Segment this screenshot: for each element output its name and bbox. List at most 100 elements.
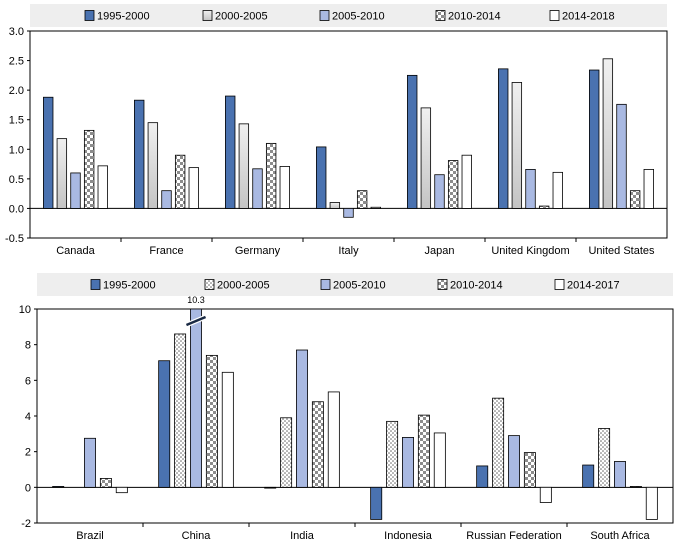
bar xyxy=(174,154,186,209)
bar xyxy=(99,478,112,488)
bar xyxy=(511,82,523,209)
legend-swatch xyxy=(204,279,215,290)
bar xyxy=(188,167,199,209)
bar xyxy=(356,190,368,209)
top-chart: 1995-2000 2000-2005 2005-2010 2010-2014 2014… xyxy=(5,4,668,257)
bar xyxy=(221,371,234,488)
bar xyxy=(614,461,626,488)
bar xyxy=(97,165,108,209)
y-tick-label: 2.5 xyxy=(9,56,24,68)
bar xyxy=(174,333,187,488)
bar xyxy=(370,206,381,209)
bar xyxy=(598,428,611,488)
legend-label: 2010-2014 xyxy=(448,11,501,23)
bar xyxy=(523,452,536,488)
x-tick-label: China xyxy=(182,530,212,542)
legend-swatch xyxy=(437,279,448,290)
y-tick-label: 2.0 xyxy=(9,85,24,97)
bar xyxy=(461,154,472,209)
x-tick-label: Russian Federation xyxy=(466,530,561,542)
y-tick-label: 0.0 xyxy=(9,203,24,215)
y-tick-label: 2 xyxy=(25,447,31,459)
bar xyxy=(115,486,128,494)
bar xyxy=(370,486,383,520)
bar xyxy=(420,107,432,209)
legend-label: 2014-2018 xyxy=(562,11,615,23)
x-tick-label: South Africa xyxy=(590,530,650,542)
legend-swatch xyxy=(202,10,213,21)
y-tick-label: 1.5 xyxy=(9,115,24,127)
bar xyxy=(158,360,171,488)
x-tick-label: Brazil xyxy=(76,530,104,542)
bar xyxy=(134,99,145,209)
bar-annotation: 10.3 xyxy=(187,295,205,305)
legend-swatch xyxy=(320,279,331,290)
bar xyxy=(538,205,550,209)
bar xyxy=(525,168,536,209)
bar xyxy=(498,68,509,209)
x-tick-label: India xyxy=(290,530,315,542)
bar xyxy=(386,420,399,488)
legend-box xyxy=(37,273,673,296)
bar xyxy=(238,123,250,209)
bar xyxy=(56,138,68,209)
y-tick-label: 4 xyxy=(25,411,31,423)
legend-label: 2000-2005 xyxy=(217,280,270,292)
bar xyxy=(311,401,324,488)
y-tick-label: -2 xyxy=(21,518,31,530)
x-tick-label: Italy xyxy=(338,245,359,257)
bar xyxy=(476,465,489,488)
bar xyxy=(582,464,595,488)
bar xyxy=(602,58,614,209)
legend-label: 2005-2010 xyxy=(333,280,386,292)
bar xyxy=(70,172,81,209)
bar xyxy=(252,168,263,209)
bar xyxy=(316,146,327,209)
bar xyxy=(508,435,520,488)
bar xyxy=(279,166,290,209)
bar xyxy=(280,417,293,488)
bar xyxy=(327,391,340,488)
bar xyxy=(407,74,418,209)
bar xyxy=(43,96,54,209)
legend-label: 1995-2000 xyxy=(103,280,156,292)
x-tick-label: United States xyxy=(588,245,655,257)
x-tick-label: Indonesia xyxy=(384,530,433,542)
bar xyxy=(343,208,354,218)
bar xyxy=(539,486,552,503)
y-tick-label: -0.5 xyxy=(5,233,24,245)
legend-label: 2014-2017 xyxy=(567,280,620,292)
bar xyxy=(552,171,563,209)
bar xyxy=(492,397,505,488)
legend-label: 1995-2000 xyxy=(97,11,150,23)
plot-frame xyxy=(36,308,674,524)
plot-frame xyxy=(29,30,668,239)
bar xyxy=(433,432,446,488)
legend-swatch xyxy=(435,10,446,21)
x-tick-label: United Kingdom xyxy=(491,245,569,257)
legend-swatch xyxy=(90,279,101,290)
bar xyxy=(643,168,654,209)
bar xyxy=(52,486,65,488)
axis-break-mark xyxy=(185,315,207,327)
bar xyxy=(161,190,172,209)
bar xyxy=(225,95,236,209)
bar xyxy=(296,349,308,488)
bottom-chart: 1995-2000 2000-2005 2005-2010 2010-2014 2014… xyxy=(19,273,674,542)
y-tick-label: 0 xyxy=(25,482,31,494)
y-tick-label: 6 xyxy=(25,375,31,387)
y-tick-label: 0.5 xyxy=(9,174,24,186)
x-tick-label: Japan xyxy=(425,245,455,257)
bar xyxy=(264,486,277,489)
legend-swatch xyxy=(319,10,330,21)
bar xyxy=(629,190,641,209)
bar xyxy=(629,486,642,488)
legend-label: 2010-2014 xyxy=(450,280,503,292)
bar xyxy=(147,122,159,209)
legend-label: 2005-2010 xyxy=(332,11,385,23)
bar xyxy=(434,174,445,209)
bar xyxy=(645,486,658,520)
legend-label: 2000-2005 xyxy=(215,11,268,23)
bar xyxy=(265,142,277,209)
